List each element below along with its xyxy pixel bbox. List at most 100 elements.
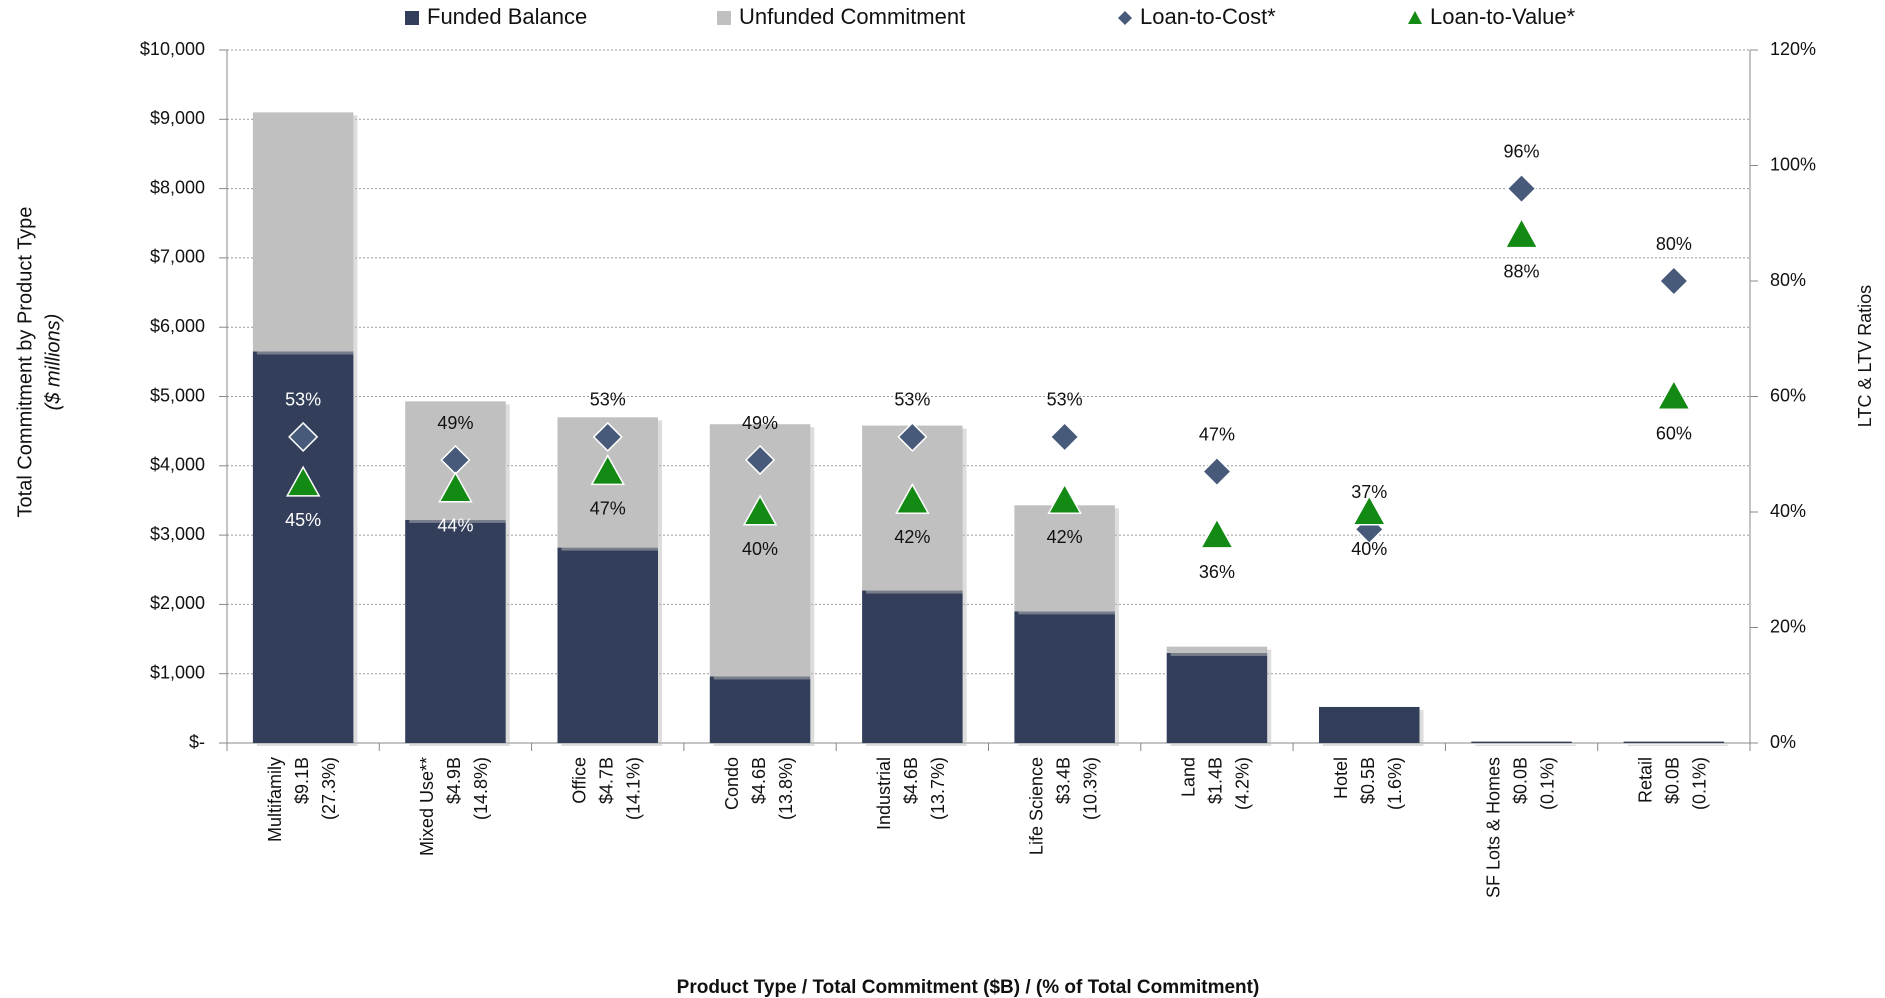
ltv-marker — [895, 482, 930, 514]
x-tick-label: Multifamily — [265, 757, 285, 842]
x-tick-label: (0.1%) — [1537, 757, 1557, 810]
bar — [709, 676, 811, 743]
y-tick-label: $7,000 — [150, 247, 205, 267]
x-tick-label: Retail — [1636, 757, 1656, 803]
ltc-marker — [1049, 421, 1080, 452]
ltv-marker — [1351, 494, 1387, 526]
data-label: 40% — [742, 539, 778, 559]
data-label: 96% — [1504, 141, 1540, 161]
x-tick-label: $9.1B — [292, 757, 312, 804]
x-tick-label: Condo — [722, 757, 742, 810]
data-label: 88% — [1504, 262, 1540, 282]
y2-tick-label: 120% — [1770, 39, 1816, 59]
y-axis-title: Total Commitment by Product Type — [14, 207, 36, 518]
y-tick-label: $5,000 — [150, 385, 205, 405]
bar — [252, 112, 354, 352]
x-tick-label: $0.5B — [1358, 757, 1378, 804]
legend-swatch — [405, 11, 419, 25]
x-tick-label: $3.4B — [1053, 757, 1073, 804]
y2-tick-label: 100% — [1770, 154, 1816, 174]
x-tick-label: (1.6%) — [1385, 757, 1405, 810]
x-tick-label: $0.0B — [1510, 757, 1530, 804]
y-tick-label: $6,000 — [150, 316, 205, 336]
data-label: 44% — [437, 516, 473, 536]
ltc-marker — [288, 421, 319, 452]
y-tick-label: $1,000 — [150, 662, 205, 682]
x-tick-label: (13.8%) — [776, 757, 796, 820]
y-tick-label: $8,000 — [150, 177, 205, 197]
ltc-marker — [1658, 265, 1689, 297]
x-tick-label: (0.1%) — [1690, 757, 1710, 810]
legend-swatch — [1408, 11, 1422, 24]
legend-swatch — [1118, 11, 1132, 25]
y-tick-label: $3,000 — [150, 524, 205, 544]
ltc-marker — [1201, 456, 1233, 487]
x-tick-label: Office — [570, 757, 590, 804]
bar — [1471, 741, 1572, 743]
x-axis-title: Product Type / Total Commitment ($B) / (… — [677, 977, 1260, 998]
x-tick-label: Hotel — [1331, 757, 1351, 799]
x-tick-label: $4.6B — [901, 757, 921, 804]
bar — [1318, 706, 1420, 743]
bar — [405, 519, 506, 743]
legend-label: Funded Balance — [427, 4, 587, 29]
y2-tick-label: 0% — [1770, 732, 1796, 752]
data-label: 36% — [1199, 562, 1235, 582]
ltv-marker — [1199, 517, 1235, 549]
bar — [252, 351, 354, 743]
data-label: 60% — [1656, 423, 1692, 443]
x-tick-label: (4.2%) — [1233, 757, 1253, 810]
data-label: 42% — [894, 527, 930, 547]
bar — [1623, 741, 1725, 743]
data-label: 37% — [1351, 482, 1387, 502]
x-tick-label: (10.3%) — [1080, 757, 1100, 820]
legend-label: Loan-to-Value* — [1430, 4, 1576, 29]
data-label: 45% — [285, 510, 321, 530]
x-tick-label: $1.4B — [1206, 757, 1226, 804]
ltc-marker — [897, 421, 928, 452]
x-tick-label: (13.7%) — [928, 757, 948, 820]
ltv-marker — [590, 454, 626, 486]
legend-label: Loan-to-Cost* — [1140, 4, 1276, 29]
legend-label: Unfunded Commitment — [739, 4, 965, 29]
ltc-marker — [744, 444, 776, 476]
x-tick-label: Industrial — [874, 757, 894, 830]
x-tick-label: $4.6B — [749, 757, 769, 804]
bar-shadow — [1475, 744, 1576, 746]
data-label: 49% — [437, 413, 473, 433]
x-tick-label: $4.9B — [444, 757, 464, 804]
data-label: 53% — [894, 390, 930, 410]
data-label: 47% — [1199, 424, 1235, 444]
x-tick-label: $0.0B — [1663, 757, 1683, 804]
y2-tick-label: 20% — [1770, 616, 1806, 636]
bar — [862, 590, 963, 743]
y-tick-label: $2,000 — [150, 593, 205, 613]
data-label: 40% — [1351, 539, 1387, 559]
bar — [1166, 646, 1268, 653]
x-tick-label: (27.3%) — [319, 757, 339, 820]
x-tick-label: (14.8%) — [471, 757, 491, 820]
data-label: 47% — [590, 498, 626, 518]
data-label: 80% — [1656, 234, 1692, 254]
data-label: 53% — [1047, 390, 1083, 410]
x-tick-label: (14.1%) — [624, 757, 644, 820]
data-label: 53% — [590, 390, 626, 410]
ltc-marker — [1506, 173, 1537, 204]
ltv-marker — [742, 494, 778, 526]
y-tick-label: $10,000 — [140, 39, 205, 59]
data-label: 49% — [742, 413, 778, 433]
y-tick-label: $9,000 — [150, 108, 205, 128]
bar — [1014, 505, 1115, 612]
ltc-marker — [592, 421, 623, 452]
y2-tick-label: 40% — [1770, 501, 1806, 521]
data-label: 42% — [1047, 527, 1083, 547]
bar — [1014, 611, 1115, 743]
y2-tick-label: 60% — [1770, 385, 1806, 405]
y2-axis-title: LTC & LTV Ratios — [1855, 285, 1875, 427]
ltv-marker — [1656, 378, 1692, 411]
ltv-marker — [1504, 217, 1539, 249]
ltv-marker — [438, 471, 473, 503]
x-tick-label: Land — [1179, 757, 1199, 797]
bar-shadow — [1627, 744, 1729, 746]
